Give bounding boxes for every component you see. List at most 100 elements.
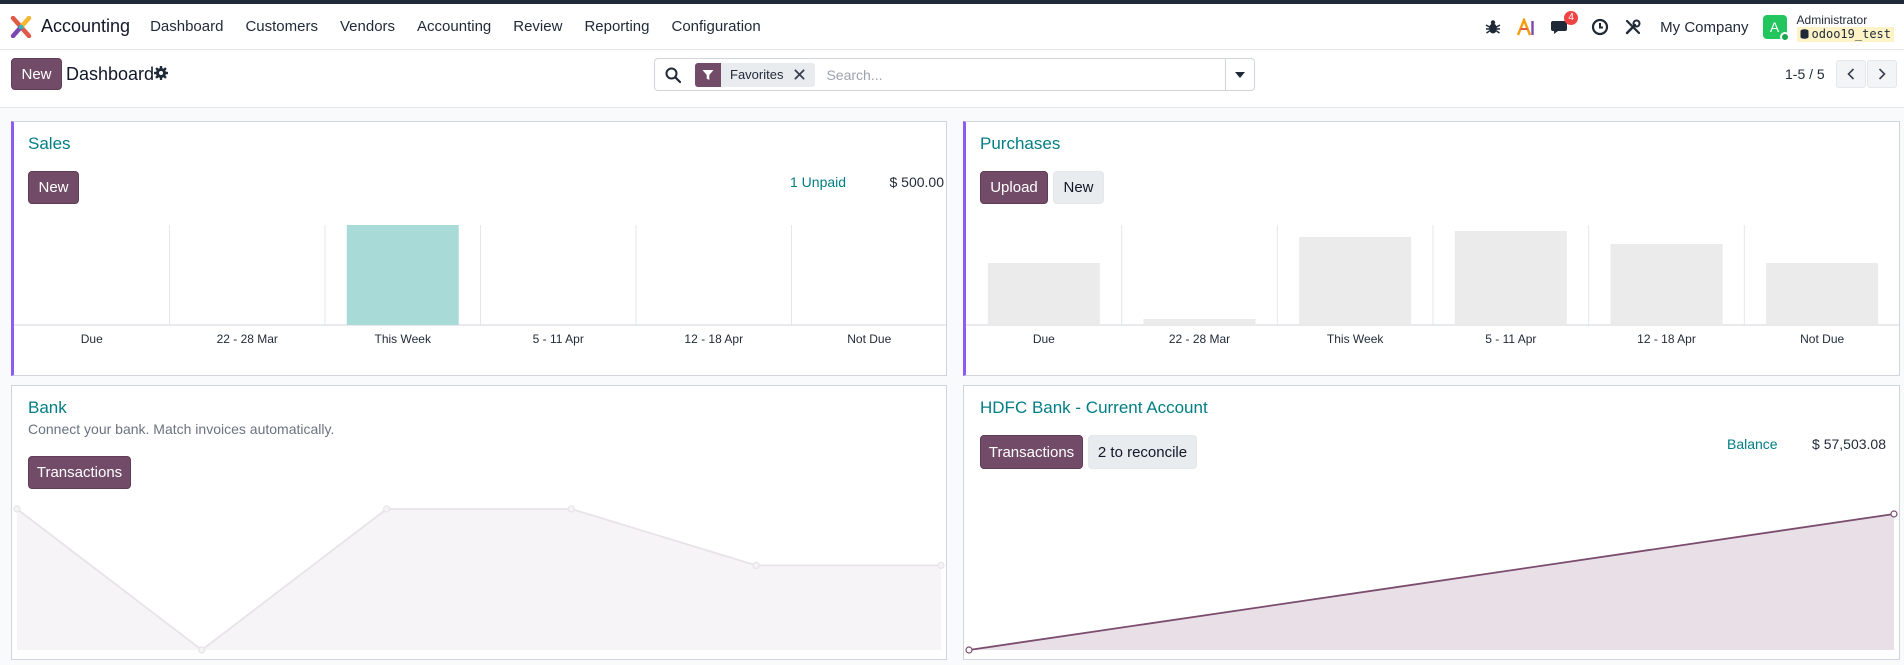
bank-title[interactable]: Bank <box>28 398 67 417</box>
purchases-tick-label-5: Not Due <box>1800 332 1844 346</box>
database-name: odoo19_test <box>1796 26 1894 42</box>
ai-icon[interactable] <box>1516 17 1536 37</box>
search-icon <box>665 67 681 83</box>
database-label: odoo19_test <box>1811 26 1891 41</box>
filter-icon <box>695 62 721 87</box>
main-menu: Dashboard Customers Vendors Accounting R… <box>150 18 783 35</box>
bank-point-3[interactable] <box>567 505 576 513</box>
purchases-tick-label-1: 22 - 28 Mar <box>1169 332 1230 346</box>
clock-icon[interactable] <box>1590 17 1610 37</box>
sales-bar-2[interactable] <box>346 225 459 325</box>
menu-reporting[interactable]: Reporting <box>584 18 650 35</box>
hdfc-title[interactable]: HDFC Bank - Current Account <box>980 398 1208 417</box>
menu-review[interactable]: Review <box>513 18 563 35</box>
purchases-tick-label-2: This Week <box>1327 332 1384 346</box>
bank-point-2[interactable] <box>383 505 391 513</box>
control-panel: New Dashboard Favorites 1-5 / 5 <box>0 50 1904 108</box>
purchases-bar-5[interactable] <box>1766 263 1879 325</box>
accounting-app-icon <box>10 15 32 38</box>
search-options-toggle[interactable] <box>1225 59 1254 90</box>
purchases-tick-label-0: Due <box>1033 332 1055 346</box>
chat-icon[interactable]: 4 <box>1549 11 1579 37</box>
sales-bar-chart: Due 22 - 28 Mar This Week 5 - 11 Apr 12 - 18… <box>14 225 947 346</box>
app-name: Accounting <box>41 16 131 36</box>
menu-configuration[interactable]: Configuration <box>671 18 761 35</box>
presence-dot <box>1779 32 1790 42</box>
hdfc-line <box>968 513 1895 651</box>
purchases-bar-3[interactable] <box>1454 231 1567 325</box>
menu-vendors[interactable]: Vendors <box>339 18 396 35</box>
sales-card: Sales New 1 Unpaid $ 500.00 Due 22 - 28 M… <box>11 121 947 376</box>
bug-icon[interactable] <box>1483 17 1503 37</box>
messages-badge: 4 <box>1564 11 1579 25</box>
sales-unpaid-link[interactable]: 1 Unpaid <box>790 174 847 190</box>
menu-customers[interactable]: Customers <box>245 18 318 35</box>
gear-icon[interactable] <box>153 65 169 81</box>
bank-subtitle: Connect your bank. Match invoices automa… <box>28 421 335 437</box>
purchases-card: Purchases Upload New Due 22 - 28 Mar This … <box>963 121 1900 376</box>
chevron-right-icon <box>1878 68 1886 80</box>
bank-card: Bank Connect your bank. Match invoices a… <box>11 385 947 660</box>
user-name: Administrator <box>1796 12 1868 27</box>
new-button[interactable]: New <box>11 58 62 90</box>
menu-dashboard[interactable]: Dashboard <box>150 18 224 35</box>
purchases-new-button[interactable]: New <box>1053 171 1104 204</box>
purchases-tick-label-3: 5 - 11 Apr <box>1485 332 1536 346</box>
avatar-letter: A <box>1769 19 1780 35</box>
app-brand[interactable]: Accounting <box>10 15 131 38</box>
hdfc-balance-amount: $ 57,503.08 <box>1812 436 1886 452</box>
purchases-bar-4[interactable] <box>1610 244 1723 325</box>
purchases-bar-1[interactable] <box>1143 319 1256 325</box>
chevron-left-icon <box>1847 68 1855 80</box>
bank-point-5[interactable] <box>937 561 945 570</box>
sales-tick-label-4: 12 - 18 Apr <box>684 332 743 346</box>
sales-tick-label-2: This Week <box>375 332 432 346</box>
purchases-bar-chart: Due 22 - 28 Mar This Week 5 - 11 Apr 12 - 18… <box>966 225 1900 346</box>
bank-point-1[interactable] <box>198 646 206 654</box>
bank-line-chart <box>13 505 945 654</box>
purchases-upload-button[interactable]: Upload <box>980 171 1048 204</box>
sales-tick-label-1: 22 - 28 Mar <box>217 332 278 346</box>
avatar[interactable]: A <box>1762 15 1790 42</box>
main-navbar: Accounting Dashboard Customers Vendors A… <box>0 4 1904 50</box>
sales-tick-label-5: Not Due <box>847 332 891 346</box>
pager-next-button[interactable] <box>1867 60 1897 88</box>
menu-accounting[interactable]: Accounting <box>417 18 492 35</box>
bank-line <box>16 508 941 652</box>
bank-point-0[interactable] <box>13 505 21 513</box>
sales-unpaid-amount: $ 500.00 <box>889 174 945 190</box>
sales-new-button[interactable]: New <box>28 171 79 204</box>
top-border <box>0 0 1904 4</box>
hdfc-balance-link[interactable]: Balance <box>1727 436 1778 452</box>
purchases-bar-2[interactable] <box>1299 237 1412 325</box>
hdfc-point-0[interactable] <box>965 646 973 654</box>
search-bar: Favorites <box>654 58 1255 91</box>
pager-value[interactable]: 1-5 / 5 <box>1785 66 1825 82</box>
hdfc-card: HDFC Bank - Current Account Transactions… <box>963 385 1900 660</box>
systray: 4 My Company A Administrator odoo19_test <box>1483 4 1904 50</box>
tools-icon[interactable] <box>1623 17 1643 37</box>
hdfc-reconcile-button[interactable]: 2 to reconcile <box>1088 435 1197 469</box>
facet-label: Favorites <box>730 67 784 82</box>
search-input[interactable] <box>826 66 1227 83</box>
purchases-tick-label-4: 12 - 18 Apr <box>1637 332 1696 346</box>
purchases-title[interactable]: Purchases <box>980 134 1061 153</box>
bank-point-4[interactable] <box>752 561 760 570</box>
purchases-bar-0[interactable] <box>987 263 1100 325</box>
pager-previous-button[interactable] <box>1836 60 1866 88</box>
sales-tick-label-3: 5 - 11 Apr <box>533 332 584 346</box>
bank-area <box>17 509 941 650</box>
user-menu[interactable]: Administrator odoo19_test <box>1796 12 1894 42</box>
sales-title[interactable]: Sales <box>28 134 71 153</box>
database-icon <box>1800 29 1809 39</box>
hdfc-point-1[interactable] <box>1890 510 1898 518</box>
bank-transactions-button[interactable]: Transactions <box>28 456 131 489</box>
search-facet[interactable]: Favorites <box>695 62 816 87</box>
close-icon[interactable] <box>791 67 807 83</box>
page-title: Dashboard <box>66 64 155 84</box>
hdfc-transactions-button[interactable]: Transactions <box>980 435 1083 469</box>
caret-down-icon <box>1235 71 1245 78</box>
sales-tick-label-0: Due <box>81 332 103 346</box>
hdfc-line-chart <box>965 510 1898 654</box>
company-switcher[interactable]: My Company <box>1660 18 1749 36</box>
